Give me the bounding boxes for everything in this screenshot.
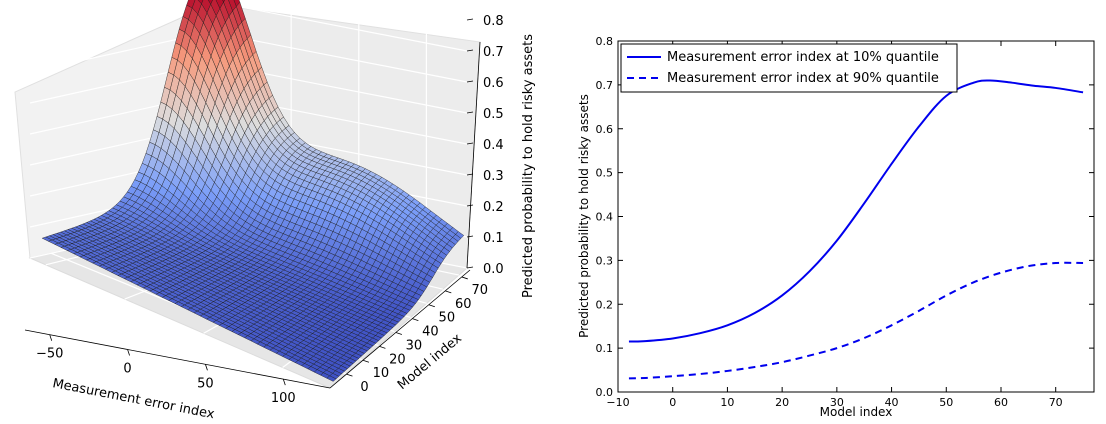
- z-tick-mark: [466, 142, 474, 145]
- z-axis-line: [466, 41, 481, 269]
- legend-label-90pct: Measurement error index at 90% quantile: [667, 71, 939, 86]
- y-tick-mark: [412, 318, 419, 321]
- z-tick-mark: [466, 235, 474, 238]
- x-tick-label: 30: [830, 396, 844, 409]
- y-tick-label: 0.6: [596, 123, 614, 136]
- z-tick-mark: [466, 204, 474, 207]
- y-tick-label: 0.8: [596, 35, 614, 48]
- y-axis-line: [329, 269, 471, 389]
- z-tick-label: 0.8: [483, 14, 504, 29]
- x-tick-label: 40: [885, 396, 899, 409]
- legend-box: [620, 43, 958, 93]
- y-tick-mark: [428, 304, 435, 308]
- z-tick-mark: [466, 49, 474, 52]
- surface-ticks: 0.0 0.1 0.2 0.3 0.4 0.5 0.6 0.7 0.8 −50 0 50 100 0 102…: [36, 14, 504, 406]
- z-tick-mark: [466, 18, 474, 21]
- x-tick-label: −10: [606, 396, 629, 409]
- surface-panel: 0.0 0.1 0.2 0.3 0.4 0.5 0.6 0.7 0.8 −50 0 50 100 0 102…: [14, 0, 536, 422]
- y-tick-label: 0.0: [596, 386, 614, 399]
- y-tick-label: 0.4: [596, 211, 614, 224]
- surface-patch: [222, 0, 226, 3]
- legend: Measurement error index at 10% quantile …: [620, 43, 958, 93]
- y-tick-mark: [461, 276, 468, 280]
- y-tick-label: 60: [455, 297, 472, 312]
- x-tick-label: 50: [197, 376, 214, 391]
- x-tick-mark: [127, 349, 130, 356]
- line-panel: −10 0 10 20 30 40 50 60 70 0.0 0.1 0.2 0.3 0.4 0.5 0.6 0…: [577, 35, 1095, 419]
- x-tick-label: −50: [36, 347, 63, 362]
- x-tick-label: 70: [1049, 396, 1063, 409]
- line-ylabel: Predicted probability to hold risky asse…: [577, 94, 591, 338]
- x-tick-mark: [282, 378, 286, 386]
- line-xlabel: Model index: [820, 405, 893, 419]
- z-grid-line: [209, 31, 468, 83]
- x-tick-label: 60: [994, 396, 1008, 409]
- z-tick-label: 0.0: [483, 262, 504, 277]
- z-grid-line-left: [29, 0, 78, 11]
- y-tick-label: 0: [360, 380, 368, 395]
- y-tick-label: 0.7: [596, 79, 614, 92]
- z-tick-label: 0.7: [483, 45, 504, 60]
- surface-zlabel: Predicted probability to hold risky asse…: [521, 34, 536, 298]
- x-tick-label: 10: [720, 396, 734, 409]
- surface-patch: [326, 375, 337, 382]
- x-tick-label: 20: [775, 396, 789, 409]
- series-line-10pct: [628, 79, 1084, 343]
- z-tick-label: 0.4: [483, 138, 504, 153]
- z-tick-label: 0.6: [483, 76, 504, 91]
- z-tick-mark: [466, 111, 474, 114]
- y-tick-label: 20: [389, 352, 406, 367]
- z-tick-label: 0.5: [483, 107, 504, 122]
- y-tick-mark: [445, 290, 452, 294]
- x-tick-mark: [49, 334, 53, 341]
- y-tick-label: 70: [471, 283, 488, 298]
- z-tick-mark: [466, 80, 474, 83]
- surface-xlabel: Measurement error index: [51, 376, 216, 422]
- z-tick-label: 0.2: [483, 200, 504, 215]
- surface-mesh: [41, 0, 465, 382]
- x-tick-label: 50: [939, 396, 953, 409]
- z-tick-mark: [466, 266, 474, 269]
- z-grid-line: [209, 0, 468, 52]
- y-tick-label: 30: [406, 338, 423, 353]
- y-tick-label: 0.5: [596, 167, 614, 180]
- z-grid-line-left: [29, 0, 211, 42]
- x-tick-label: 0: [669, 396, 676, 409]
- y-tick-label: 0.3: [596, 254, 614, 267]
- z-grid-line: [361, 0, 468, 21]
- x-tick-label: 0: [123, 362, 131, 377]
- y-tick-label: 0.2: [596, 298, 614, 311]
- y-tick-label: 0.1: [596, 342, 614, 355]
- y-tick-mark: [346, 373, 353, 377]
- line-ticks: −10 0 10 20 30 40 50 60 70 0.0 0.1 0.2 0.3 0.4 0.5 0.6 0…: [596, 35, 1094, 409]
- x-tick-label: 100: [271, 391, 296, 406]
- y-tick-label: 10: [373, 366, 390, 381]
- x-tick-mark: [205, 364, 208, 371]
- x-axis-line: [24, 329, 331, 389]
- z-tick-mark: [466, 173, 474, 176]
- y-tick-mark: [395, 332, 403, 335]
- y-tick-mark: [362, 359, 370, 363]
- legend-label-10pct: Measurement error index at 10% quantile: [667, 50, 939, 65]
- z-tick-label: 0.3: [483, 169, 504, 184]
- y-tick-mark: [379, 345, 386, 349]
- y-tick-label: 50: [439, 311, 456, 326]
- y-tick-label: 40: [422, 325, 439, 340]
- z-tick-label: 0.1: [483, 231, 504, 246]
